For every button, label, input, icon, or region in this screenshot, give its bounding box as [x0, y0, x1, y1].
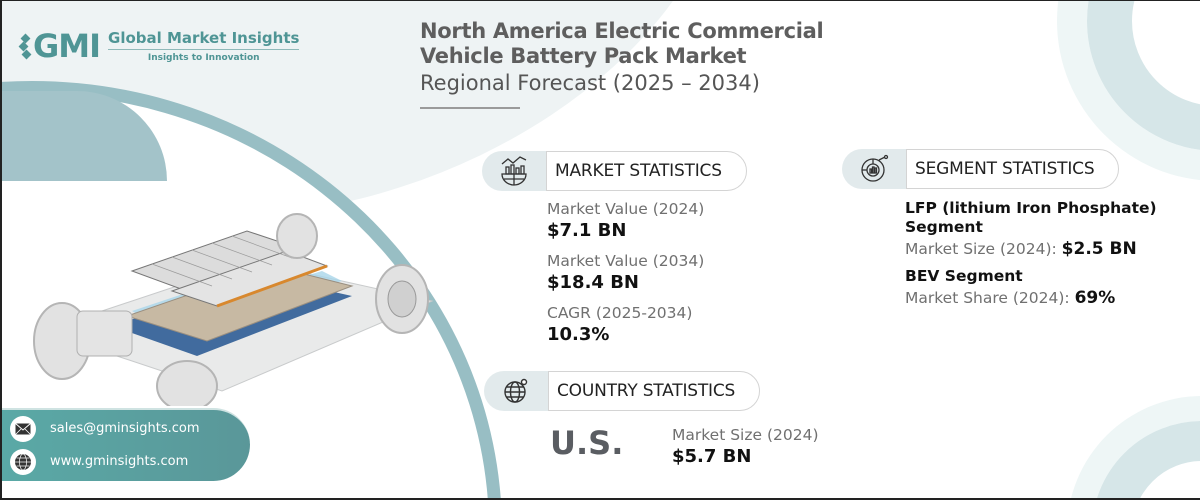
email-link[interactable]: sales@gminsights.com: [50, 421, 200, 436]
country-statistics-title: COUNTRY STATISTICS: [548, 371, 761, 411]
gmi-logo-mark: GMI: [18, 27, 101, 65]
contact-email[interactable]: sales@gminsights.com: [2, 414, 250, 443]
stat-value: 10.3%: [547, 324, 610, 345]
logo-mark-text: GMI: [33, 27, 101, 65]
stat-label: Market Value (2024): [547, 200, 705, 218]
brand-logo: GMI Global Market Insights Insights to I…: [18, 27, 300, 65]
segment-title: BEV Segment: [905, 267, 1023, 285]
stat-value: 69%: [1074, 288, 1116, 308]
stat-value: $5.7 BN: [672, 446, 752, 467]
country-statistics-header: COUNTRY STATISTICS: [484, 371, 761, 411]
stat-value: $7.1 BN: [547, 220, 627, 241]
brand-tagline: Insights to Innovation: [147, 53, 260, 63]
title-line-2: Vehicle Battery Pack Market: [420, 44, 747, 68]
segment-bev: BEV Segment Market Share (2024): 69%: [905, 267, 1157, 310]
envelope-icon: [10, 415, 36, 442]
stat-label: Market Size (2024):: [905, 240, 1062, 258]
stat-market-value-2024: Market Value (2024) $7.1 BN: [547, 199, 704, 243]
title-line-1: North America Electric Commercial: [420, 19, 824, 43]
website-link[interactable]: www.gminsights.com: [50, 454, 189, 469]
market-statistics-header: MARKET STATISTICS: [482, 151, 747, 191]
title-divider: [420, 107, 520, 109]
decorative-ring-top-right: [1087, 1, 1200, 151]
segment-stat-line: Market Share (2024): 69%: [905, 286, 1157, 310]
title-subtitle: Regional Forecast (2025 – 2034): [420, 71, 760, 95]
segment-statistics-header: SEGMENT STATISTICS: [842, 149, 1120, 189]
stat-label: Market Share (2024):: [905, 289, 1075, 307]
ev-battery-chassis-illustration: [33, 213, 434, 406]
segment-statistics-title: SEGMENT STATISTICS: [906, 149, 1120, 189]
globe-www-icon: [10, 448, 36, 475]
contact-bar: sales@gminsights.com www.gminsights.com: [2, 408, 250, 481]
market-statistics-title: MARKET STATISTICS: [546, 151, 747, 191]
country-market-size: Market Size (2024) $5.7 BN: [672, 425, 819, 469]
stat-value: $2.5 BN: [1061, 239, 1137, 259]
stat-market-value-2034: Market Value (2034) $18.4 BN: [547, 251, 704, 295]
stat-cagr: CAGR (2025-2034) 10.3%: [547, 303, 704, 347]
pie-target-icon: [842, 149, 906, 189]
stat-label: Market Value (2034): [547, 252, 705, 270]
contact-website[interactable]: www.gminsights.com: [2, 447, 250, 476]
globe-pin-icon: [484, 371, 548, 411]
segment-title: LFP (lithium Iron Phosphate): [905, 199, 1157, 217]
chart-globe-icon: [482, 151, 546, 191]
brand-name: Global Market Insights: [108, 29, 300, 50]
country-name: U.S.: [550, 424, 624, 462]
stat-value: $18.4 BN: [547, 272, 639, 293]
decorative-ring-bottom-right: [1092, 421, 1200, 498]
stat-label: CAGR (2025-2034): [547, 304, 693, 322]
segment-title-cont: Segment: [905, 218, 983, 236]
market-statistics-list: Market Value (2024) $7.1 BN Market Value…: [547, 199, 704, 355]
segment-stat-line: Market Size (2024): $2.5 BN: [905, 237, 1157, 261]
page-title: North America Electric Commercial Vehicl…: [420, 19, 824, 109]
segment-lfp: LFP (lithium Iron Phosphate) Segment Mar…: [905, 199, 1157, 261]
stat-label: Market Size (2024): [672, 426, 819, 444]
diamond-icon: [18, 33, 32, 60]
segment-statistics-list: LFP (lithium Iron Phosphate) Segment Mar…: [905, 199, 1157, 316]
